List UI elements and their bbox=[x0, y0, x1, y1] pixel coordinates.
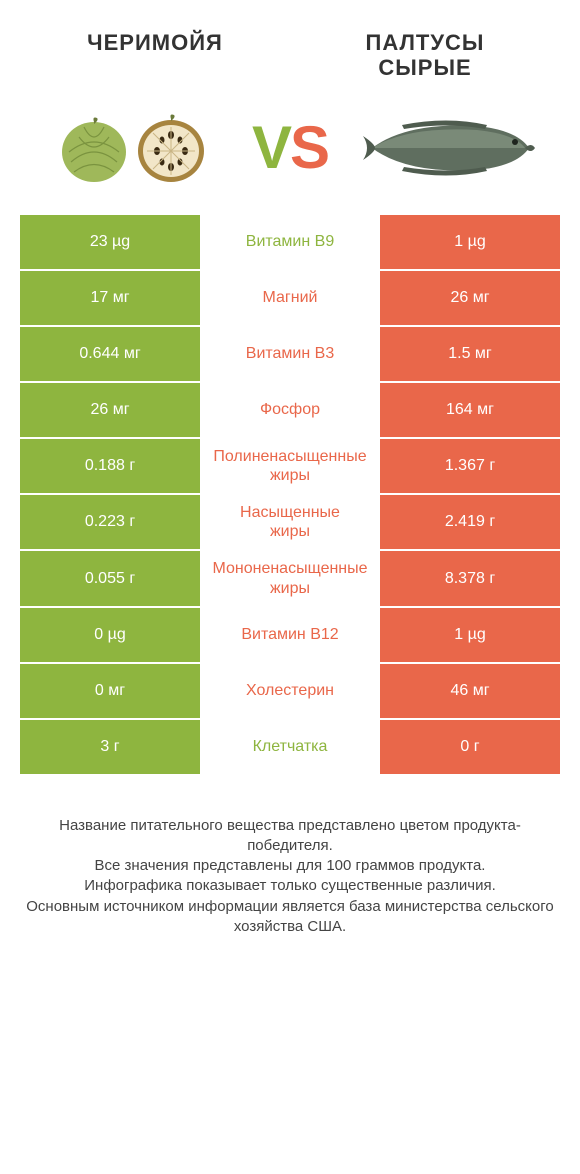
header-right-title: ПАЛТУСЫСЫРЫЕ bbox=[290, 30, 560, 81]
nutrient-label: Холестерин bbox=[200, 664, 380, 718]
nutrient-label: Мононенасыщенныежиры bbox=[200, 551, 380, 605]
nutrient-label: Клетчатка bbox=[200, 720, 380, 774]
left-value: 26 мг bbox=[20, 383, 200, 437]
nutrient-label: Магний bbox=[200, 271, 380, 325]
right-value: 1.367 г bbox=[380, 439, 560, 493]
left-value: 0.223 г bbox=[20, 495, 200, 549]
left-value: 3 г bbox=[20, 720, 200, 774]
header: ЧЕРИМОЙЯ ПАЛТУСЫСЫРЫЕ bbox=[0, 0, 580, 91]
right-value: 2.419 г bbox=[380, 495, 560, 549]
table-row: 17 мгМагний26 мг bbox=[20, 271, 560, 327]
vs-row: VS bbox=[0, 91, 580, 215]
header-left-title: ЧЕРИМОЙЯ bbox=[20, 30, 290, 81]
table-row: 0 мгХолестерин46 мг bbox=[20, 664, 560, 720]
left-value: 0.188 г bbox=[20, 439, 200, 493]
nutrient-label: Фосфор bbox=[200, 383, 380, 437]
left-value: 17 мг bbox=[20, 271, 200, 325]
halibut-icon bbox=[357, 112, 537, 184]
vs-label: VS bbox=[252, 118, 328, 178]
footer-note: Название питательного вещества представл… bbox=[20, 816, 560, 938]
left-value: 0 мг bbox=[20, 664, 200, 718]
left-value: 0.055 г bbox=[20, 551, 200, 605]
right-value: 46 мг bbox=[380, 664, 560, 718]
table-row: 0.644 мгВитамин B31.5 мг bbox=[20, 327, 560, 383]
right-value: 1 µg bbox=[380, 215, 560, 269]
table-row: 26 мгФосфор164 мг bbox=[20, 383, 560, 439]
nutrient-label: Насыщенныежиры bbox=[200, 495, 380, 549]
vs-s: S bbox=[290, 118, 328, 178]
right-value: 0 г bbox=[380, 720, 560, 774]
right-value: 1 µg bbox=[380, 608, 560, 662]
nutrient-label: Полиненасыщенныежиры bbox=[200, 439, 380, 493]
right-value: 164 мг bbox=[380, 383, 560, 437]
right-product-image bbox=[334, 112, 560, 184]
vs-v: V bbox=[252, 118, 290, 178]
table-row: 0 µgВитамин B121 µg bbox=[20, 608, 560, 664]
table-row: 0.188 гПолиненасыщенныежиры1.367 г bbox=[20, 439, 560, 495]
table-row: 3 гКлетчатка0 г bbox=[20, 720, 560, 776]
table-row: 23 µgВитамин B91 µg bbox=[20, 215, 560, 271]
table-row: 0.223 гНасыщенныежиры2.419 г bbox=[20, 495, 560, 551]
nutrient-label: Витамин B9 bbox=[200, 215, 380, 269]
nutrient-label: Витамин B12 bbox=[200, 608, 380, 662]
nutrient-label: Витамин B3 bbox=[200, 327, 380, 381]
left-product-image bbox=[20, 111, 246, 185]
cherimoya-whole-icon bbox=[59, 112, 129, 184]
right-value: 26 мг bbox=[380, 271, 560, 325]
left-value: 23 µg bbox=[20, 215, 200, 269]
right-value: 8.378 г bbox=[380, 551, 560, 605]
right-value: 1.5 мг bbox=[380, 327, 560, 381]
left-value: 0.644 мг bbox=[20, 327, 200, 381]
cherimoya-half-icon bbox=[135, 111, 207, 185]
left-value: 0 µg bbox=[20, 608, 200, 662]
comparison-table: 23 µgВитамин B91 µg17 мгМагний26 мг0.644… bbox=[20, 215, 560, 776]
table-row: 0.055 гМононенасыщенныежиры8.378 г bbox=[20, 551, 560, 607]
